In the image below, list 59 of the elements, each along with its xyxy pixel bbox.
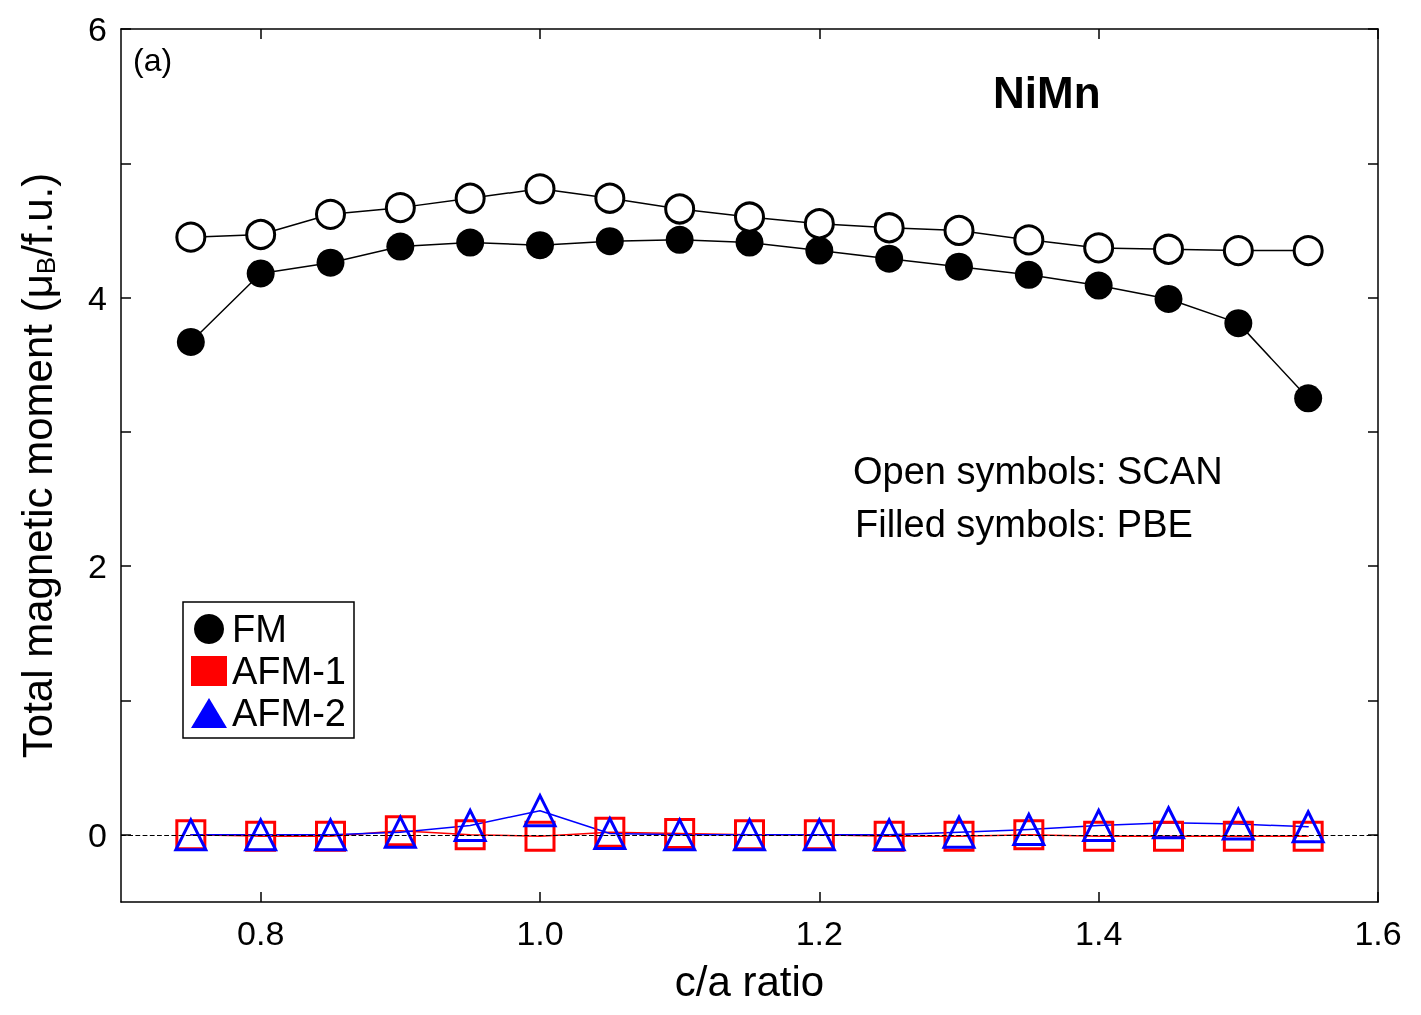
point xyxy=(1154,284,1183,313)
legend-label: FM xyxy=(232,608,287,650)
annotation: NiMn xyxy=(993,67,1101,117)
x-tick-label: 0.8 xyxy=(237,914,285,952)
point xyxy=(384,192,416,224)
point xyxy=(1084,271,1113,300)
point xyxy=(945,252,973,281)
point xyxy=(665,225,694,254)
point xyxy=(734,201,765,233)
annotation: Open symbols: SCAN xyxy=(853,450,1223,492)
y-tick-label: 2 xyxy=(88,547,107,586)
point xyxy=(735,228,764,257)
point xyxy=(315,198,346,230)
point xyxy=(1014,260,1043,289)
point xyxy=(1012,812,1046,846)
point xyxy=(1291,810,1325,844)
point xyxy=(1294,384,1323,413)
point xyxy=(1221,807,1255,841)
point xyxy=(246,259,275,288)
x-tick-label: 1.2 xyxy=(795,914,843,952)
x-axis-title: c/a ratio xyxy=(674,957,825,1005)
y-axis-title: Total magnetic moment (μB/f.u.) xyxy=(13,172,61,759)
point xyxy=(1013,224,1045,256)
point xyxy=(523,794,557,828)
point xyxy=(453,808,487,842)
point xyxy=(594,182,626,214)
point xyxy=(1222,235,1254,267)
point xyxy=(176,327,205,356)
point xyxy=(386,232,415,261)
point xyxy=(664,193,696,225)
point xyxy=(454,182,486,214)
x-tick-label: 1.6 xyxy=(1354,914,1402,952)
point xyxy=(803,208,835,240)
legend-label: AFM-2 xyxy=(232,692,346,734)
point xyxy=(245,219,277,250)
y-tick-label: 4 xyxy=(88,278,107,317)
point xyxy=(943,214,975,246)
annotation: (a) xyxy=(133,42,173,78)
legend-label: AFM-1 xyxy=(232,650,346,692)
point xyxy=(1082,808,1116,842)
point xyxy=(1083,232,1115,264)
point xyxy=(1153,233,1184,265)
point xyxy=(316,248,345,277)
point xyxy=(524,173,556,205)
point xyxy=(595,227,624,256)
point xyxy=(1152,806,1185,840)
x-tick-label: 1.0 xyxy=(516,914,564,952)
point xyxy=(526,231,554,260)
annotation: Filled symbols: PBE xyxy=(855,503,1193,545)
y-tick-label: 6 xyxy=(88,10,107,48)
point xyxy=(875,244,904,273)
x-tick-label: 1.4 xyxy=(1075,914,1123,952)
point xyxy=(1224,309,1253,338)
point xyxy=(456,228,485,257)
point xyxy=(1292,235,1324,267)
point xyxy=(805,236,834,265)
point xyxy=(873,212,905,244)
point xyxy=(175,221,207,253)
y-tick-label: 0 xyxy=(88,815,107,854)
